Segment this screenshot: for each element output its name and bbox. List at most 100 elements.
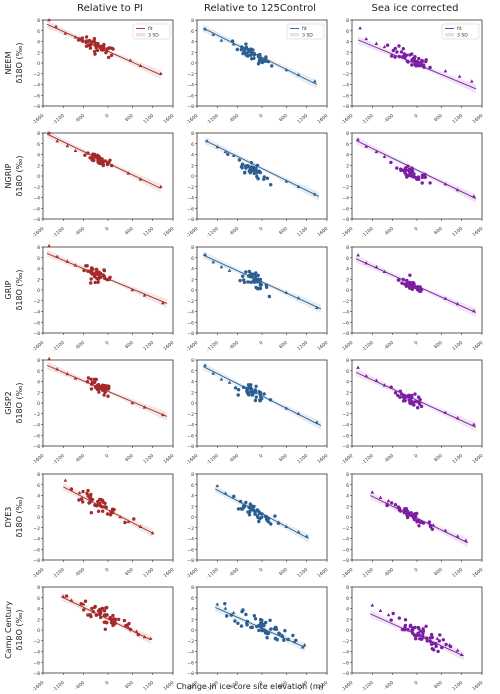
circle-point	[416, 625, 420, 630]
x-tick-label: 1600	[316, 567, 329, 579]
x-tick-label: 600	[278, 340, 289, 350]
circle-point	[101, 509, 105, 513]
circle-point	[250, 57, 254, 61]
circle-point	[83, 599, 88, 603]
x-tick-label: -1600	[340, 113, 354, 126]
x-tick-label: 600	[278, 453, 289, 463]
circle-point	[397, 54, 401, 59]
circle-point	[101, 498, 105, 503]
y-tick-label: 2	[191, 50, 194, 56]
circle-point	[424, 624, 428, 628]
circle-point	[95, 48, 100, 53]
fit-line	[204, 140, 320, 197]
circle-point	[411, 515, 416, 520]
circle-point	[421, 521, 426, 525]
circle-point	[408, 273, 412, 277]
triangle-point	[69, 598, 74, 602]
triangle-point	[130, 401, 135, 405]
x-tick-label: 1100	[296, 567, 309, 579]
triangle-point	[47, 243, 51, 248]
x-tick-label: -1600	[31, 113, 45, 126]
triangle-point	[296, 411, 301, 416]
x-tick-label: -1100	[361, 340, 375, 353]
circle-point	[87, 501, 91, 505]
y-tick-label: 8	[191, 472, 194, 478]
circle-point	[104, 505, 108, 509]
y-tick-label: −2	[33, 412, 40, 418]
circle-point	[397, 44, 401, 48]
triangle-point	[126, 625, 131, 629]
triangle-point	[47, 131, 51, 135]
circle-point	[239, 165, 244, 169]
circle-point	[81, 500, 85, 504]
circle-point	[448, 644, 453, 649]
circle-point	[94, 46, 98, 50]
triangle-point	[128, 58, 133, 62]
x-tick-label: -1100	[52, 567, 66, 580]
triangle-point	[296, 296, 301, 300]
triangle-point	[302, 643, 307, 647]
circle-point	[81, 489, 85, 494]
circle-point	[89, 277, 93, 281]
triangle-point	[161, 300, 165, 305]
y-tick-label: 0	[37, 515, 40, 521]
circle-point	[403, 398, 407, 402]
triangle-point	[313, 79, 317, 83]
x-tick-label: 0	[104, 340, 110, 347]
circle-point	[77, 498, 81, 502]
y-tick-label: −8	[33, 217, 40, 223]
x-tick-label: 1100	[296, 340, 309, 352]
triangle-point	[378, 495, 383, 499]
circle-point	[136, 632, 140, 637]
triangle-point	[370, 603, 375, 607]
circle-point	[262, 175, 266, 179]
circle-point	[257, 628, 261, 633]
y-tick-label: 0	[37, 628, 40, 634]
y-tick-label: 2	[37, 277, 40, 283]
x-tick-label: 1100	[451, 453, 464, 465]
y-tick-label: 0	[346, 515, 349, 521]
circle-point	[396, 393, 400, 398]
y-tick-label: 6	[346, 369, 349, 375]
circle-point	[109, 617, 113, 621]
x-tick-label: -1600	[31, 340, 45, 353]
triangle-point	[61, 594, 66, 598]
circle-point	[86, 269, 90, 273]
y-tick-label: −6	[187, 433, 194, 439]
circle-point	[411, 280, 415, 285]
circle-point	[408, 624, 412, 628]
triangle-point	[77, 490, 82, 495]
y-tick-label: 6	[37, 369, 40, 375]
x-tick-label: 600	[124, 340, 135, 350]
circle-point	[389, 385, 393, 389]
legend-box	[441, 23, 480, 40]
triangle-point	[63, 478, 68, 482]
triangle-point	[382, 269, 387, 274]
triangle-point	[455, 301, 460, 306]
row-ylabel: δ18O (‰)	[15, 156, 24, 197]
circle-point	[430, 527, 435, 531]
circle-point	[96, 280, 100, 284]
row-label: GRIP	[4, 280, 13, 299]
y-tick-label: 2	[346, 50, 349, 56]
circle-point	[416, 406, 420, 410]
circle-point	[257, 511, 262, 516]
triangle-point	[205, 139, 209, 143]
triangle-point	[150, 531, 155, 535]
y-tick-label: 6	[191, 29, 194, 35]
x-tick-label: 0	[258, 680, 264, 687]
circle-point	[105, 384, 110, 388]
triangle-point	[223, 606, 228, 610]
circle-point	[241, 385, 246, 389]
circle-point	[417, 524, 421, 528]
triangle-point	[211, 32, 216, 36]
x-tick-label: 1600	[316, 113, 329, 125]
x-tick-label: -600	[74, 226, 86, 237]
y-tick-label: 6	[346, 256, 349, 262]
circle-point	[254, 395, 258, 399]
triangle-point	[358, 26, 362, 30]
x-tick-label: -600	[228, 453, 240, 464]
fit-line	[46, 364, 168, 417]
triangle-point	[203, 27, 207, 31]
y-tick-label: 6	[37, 596, 40, 602]
